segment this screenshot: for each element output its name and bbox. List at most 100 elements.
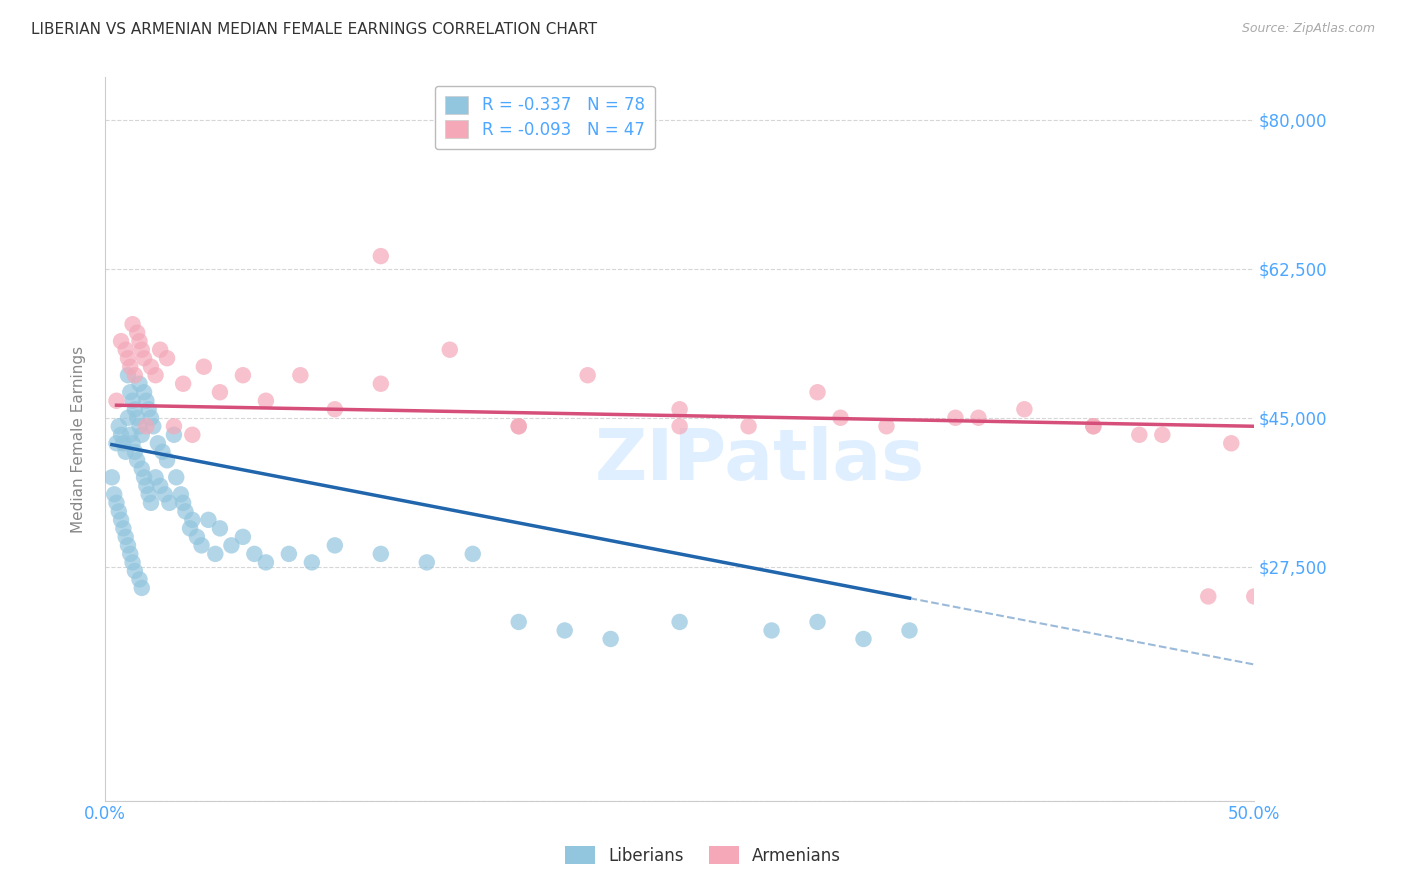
- Point: [153, 487, 176, 501]
- Point: [576, 368, 599, 383]
- Point: [190, 538, 212, 552]
- Point: [139, 410, 162, 425]
- Point: [156, 453, 179, 467]
- Point: [508, 615, 530, 629]
- Point: [1083, 419, 1105, 434]
- Point: [254, 555, 277, 569]
- Point: [131, 462, 153, 476]
- Point: [124, 564, 146, 578]
- Point: [232, 530, 254, 544]
- Point: [138, 487, 160, 501]
- Point: [416, 555, 439, 569]
- Point: [172, 496, 194, 510]
- Point: [149, 479, 172, 493]
- Point: [290, 368, 312, 383]
- Point: [277, 547, 299, 561]
- Point: [107, 419, 129, 434]
- Point: [221, 538, 243, 552]
- Point: [737, 419, 759, 434]
- Point: [875, 419, 897, 434]
- Point: [117, 410, 139, 425]
- Point: [898, 624, 921, 638]
- Point: [179, 521, 201, 535]
- Point: [163, 427, 186, 442]
- Point: [852, 632, 875, 646]
- Point: [127, 326, 149, 340]
- Point: [131, 581, 153, 595]
- Point: [156, 351, 179, 366]
- Point: [370, 376, 392, 391]
- Point: [208, 521, 231, 535]
- Point: [945, 410, 967, 425]
- Point: [107, 504, 129, 518]
- Point: [132, 385, 155, 400]
- Point: [1014, 402, 1036, 417]
- Point: [668, 402, 690, 417]
- Point: [132, 351, 155, 366]
- Point: [370, 547, 392, 561]
- Point: [105, 393, 128, 408]
- Point: [668, 419, 690, 434]
- Point: [105, 496, 128, 510]
- Point: [232, 368, 254, 383]
- Point: [301, 555, 323, 569]
- Point: [157, 496, 180, 510]
- Point: [131, 427, 153, 442]
- Point: [127, 410, 149, 425]
- Point: [370, 249, 392, 263]
- Point: [1152, 427, 1174, 442]
- Point: [186, 530, 208, 544]
- Point: [105, 436, 128, 450]
- Point: [197, 513, 219, 527]
- Legend: R = -0.337   N = 78, R = -0.093   N = 47: R = -0.337 N = 78, R = -0.093 N = 47: [434, 86, 655, 149]
- Point: [128, 573, 150, 587]
- Point: [124, 402, 146, 417]
- Point: [181, 513, 204, 527]
- Point: [170, 487, 193, 501]
- Text: LIBERIAN VS ARMENIAN MEDIAN FEMALE EARNINGS CORRELATION CHART: LIBERIAN VS ARMENIAN MEDIAN FEMALE EARNI…: [31, 22, 598, 37]
- Point: [135, 479, 157, 493]
- Point: [806, 615, 828, 629]
- Point: [165, 470, 187, 484]
- Y-axis label: Median Female Earnings: Median Female Earnings: [72, 345, 86, 533]
- Point: [139, 359, 162, 374]
- Point: [806, 385, 828, 400]
- Point: [1128, 427, 1150, 442]
- Point: [120, 547, 142, 561]
- Point: [599, 632, 621, 646]
- Point: [132, 470, 155, 484]
- Point: [172, 376, 194, 391]
- Point: [121, 317, 143, 331]
- Point: [204, 547, 226, 561]
- Point: [112, 521, 135, 535]
- Text: ZIPatlas: ZIPatlas: [595, 426, 925, 495]
- Point: [101, 470, 124, 484]
- Point: [243, 547, 266, 561]
- Point: [142, 419, 165, 434]
- Point: [761, 624, 783, 638]
- Point: [114, 530, 136, 544]
- Point: [114, 444, 136, 458]
- Point: [461, 547, 484, 561]
- Point: [1243, 590, 1265, 604]
- Point: [508, 419, 530, 434]
- Point: [110, 427, 132, 442]
- Point: [439, 343, 461, 357]
- Point: [135, 419, 157, 434]
- Point: [145, 368, 167, 383]
- Point: [1083, 419, 1105, 434]
- Point: [103, 487, 125, 501]
- Point: [110, 513, 132, 527]
- Point: [110, 334, 132, 348]
- Point: [139, 496, 162, 510]
- Point: [128, 376, 150, 391]
- Point: [117, 538, 139, 552]
- Point: [117, 368, 139, 383]
- Point: [193, 359, 215, 374]
- Point: [120, 427, 142, 442]
- Point: [124, 444, 146, 458]
- Point: [181, 427, 204, 442]
- Legend: Liberians, Armenians: Liberians, Armenians: [557, 838, 849, 873]
- Point: [323, 538, 346, 552]
- Point: [668, 615, 690, 629]
